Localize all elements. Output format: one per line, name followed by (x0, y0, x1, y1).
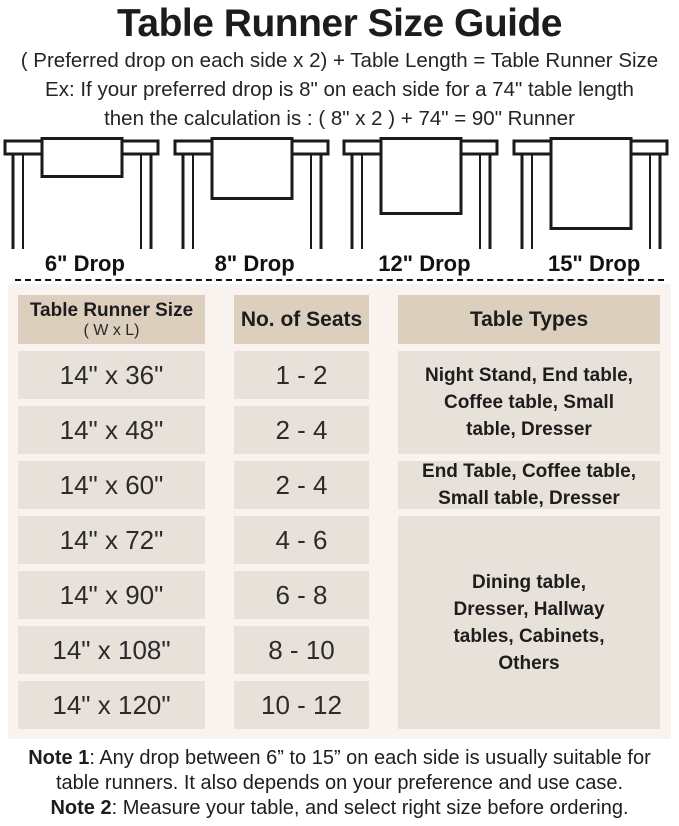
drop-illustrations (0, 137, 679, 249)
table-types-group-large: Dining table, Dresser, Hallway tables, C… (398, 516, 660, 729)
note-1: Note 1: Any drop between 6” to 15” on ea… (0, 746, 679, 796)
table-row-seats-cell: 1 - 2 (234, 351, 369, 399)
table-row-size-cell: 14" x 108" (18, 626, 205, 674)
column-header-runner-size-title: Table Runner Size (29, 299, 194, 321)
dashed-divider (15, 279, 664, 281)
drop-label-15: 15" Drop (547, 251, 641, 276)
example-line: Ex: If your preferred drop is 8" on each… (45, 78, 634, 101)
table-illustration-12-drop (340, 137, 510, 249)
table-runner-drawing-icon (3, 137, 160, 249)
page-title: Table Runner Size Guide (116, 2, 563, 45)
drop-label-12: 12" Drop (378, 251, 471, 276)
note-2: Note 2: Measure your table, and select r… (0, 796, 679, 821)
table-types-group-medium: End Table, Coffee table, Small table, Dr… (398, 461, 660, 509)
table-row-size-cell: 14" x 60" (18, 461, 205, 509)
column-header-runner-size-sub: ( W x L) (83, 321, 140, 339)
table-runner-drawing-icon (173, 137, 330, 249)
calculation-line: then the calculation is : ( 8" x 2 ) + 7… (104, 107, 575, 130)
table-row-size-cell: 14" x 36" (18, 351, 205, 399)
table-row-size-cell: 14" x 120" (18, 681, 205, 729)
table-row-seats-cell: 2 - 4 (234, 406, 369, 454)
table-runner-drawing-icon (342, 137, 499, 249)
drop-label-8: 8" Drop (214, 251, 295, 276)
column-header-seats: No. of Seats (234, 295, 369, 344)
table-illustration-15-drop (509, 137, 679, 249)
drop-labels-row: 6" Drop 8" Drop 12" Drop 15" Drop (0, 249, 679, 279)
guide-header: Table Runner Size Guide ( Preferred drop… (0, 0, 679, 133)
table-types-group-small: Night Stand, End table, Coffee table, Sm… (398, 351, 660, 454)
size-guide-table: Table Runner Size ( W x L) No. of Seats … (8, 284, 671, 739)
table-row-size-cell: 14" x 48" (18, 406, 205, 454)
table-row-seats-cell: 10 - 12 (234, 681, 369, 729)
table-row-seats-cell: 2 - 4 (234, 461, 369, 509)
note-1-text: : Any drop between 6” to 15” on each sid… (55, 747, 651, 794)
table-row-seats-cell: 4 - 6 (234, 516, 369, 564)
table-row-seats-cell: 8 - 10 (234, 626, 369, 674)
formula-line: ( Preferred drop on each side x 2) + Tab… (20, 49, 659, 72)
note-2-label: Note 2 (50, 797, 112, 819)
note-2-text: : Measure your table, and select right s… (111, 797, 629, 819)
table-row-size-cell: 14" x 72" (18, 516, 205, 564)
table-illustration-6-drop (0, 137, 170, 249)
table-runner-drawing-icon (512, 137, 669, 249)
note-1-label: Note 1 (28, 747, 90, 769)
drop-label-6: 6" Drop (44, 251, 125, 276)
table-illustration-8-drop (170, 137, 340, 249)
column-header-table-types: Table Types (398, 295, 660, 344)
footer-notes: Note 1: Any drop between 6” to 15” on ea… (0, 746, 679, 821)
table-row-seats-cell: 6 - 8 (234, 571, 369, 619)
column-header-runner-size: Table Runner Size ( W x L) (18, 295, 205, 344)
table-row-size-cell: 14" x 90" (18, 571, 205, 619)
